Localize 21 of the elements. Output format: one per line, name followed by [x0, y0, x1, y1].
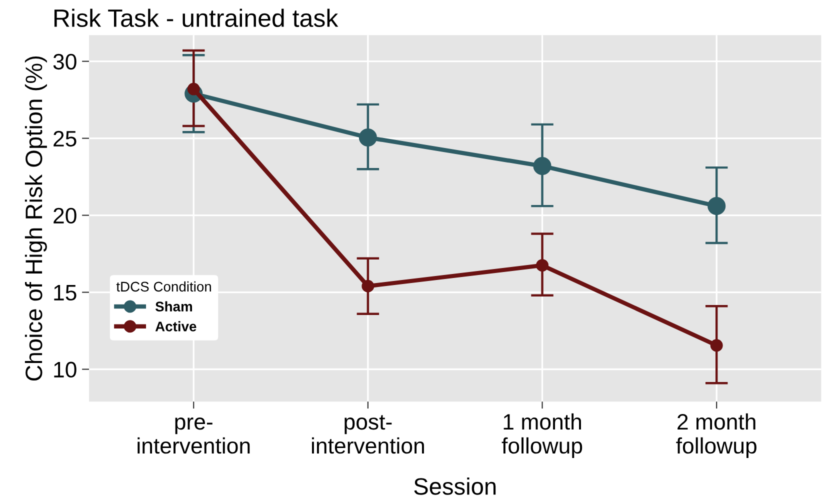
point — [710, 339, 723, 352]
legend-label: Active — [155, 321, 196, 332]
x-axis-title: Session — [414, 478, 496, 495]
point — [533, 156, 552, 176]
x-tick-label: 2 month followup — [676, 413, 756, 458]
y-tick-label: 15 — [54, 285, 76, 301]
y-axis-title: Choice of High Risk Option (%) — [24, 56, 47, 381]
legend-title: tDCS Condition — [116, 281, 211, 292]
point — [362, 280, 374, 292]
y-tick-label: 20 — [54, 208, 76, 224]
x-tick-label: pre- intervention — [138, 418, 250, 454]
x-tick-label: post- intervention — [312, 415, 424, 454]
y-tick-label: 10 — [54, 362, 76, 378]
legend-label: Sham — [155, 301, 192, 312]
y-tick-label: 25 — [54, 130, 76, 147]
chart-title: Risk Task - untrained task — [54, 8, 338, 28]
point — [708, 197, 726, 216]
point — [536, 259, 549, 272]
point — [358, 128, 377, 147]
x-tick-label: 1 month followup — [502, 413, 582, 458]
y-tick-label: 30 — [53, 54, 76, 70]
